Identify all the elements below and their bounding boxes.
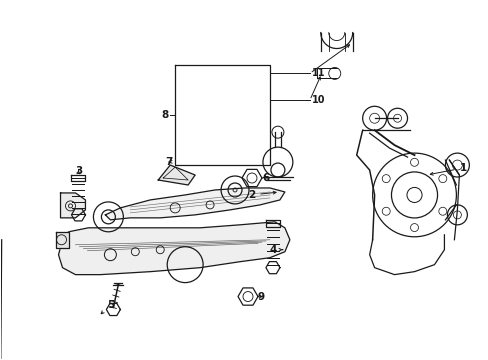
Polygon shape (61, 193, 85, 218)
Text: 11: 11 (311, 68, 325, 78)
Text: 9: 9 (258, 292, 264, 302)
Text: 2: 2 (247, 190, 276, 200)
Text: 6: 6 (262, 173, 269, 183)
Text: 8: 8 (161, 110, 168, 120)
Text: 3: 3 (75, 166, 82, 176)
Text: 4: 4 (269, 245, 282, 255)
Text: 1: 1 (429, 163, 466, 175)
Polygon shape (105, 188, 285, 220)
Text: 7: 7 (164, 157, 172, 167)
Polygon shape (158, 165, 195, 185)
Polygon shape (56, 232, 68, 248)
Polygon shape (59, 222, 289, 275)
Text: 10: 10 (311, 95, 325, 105)
Text: 5: 5 (101, 300, 114, 314)
